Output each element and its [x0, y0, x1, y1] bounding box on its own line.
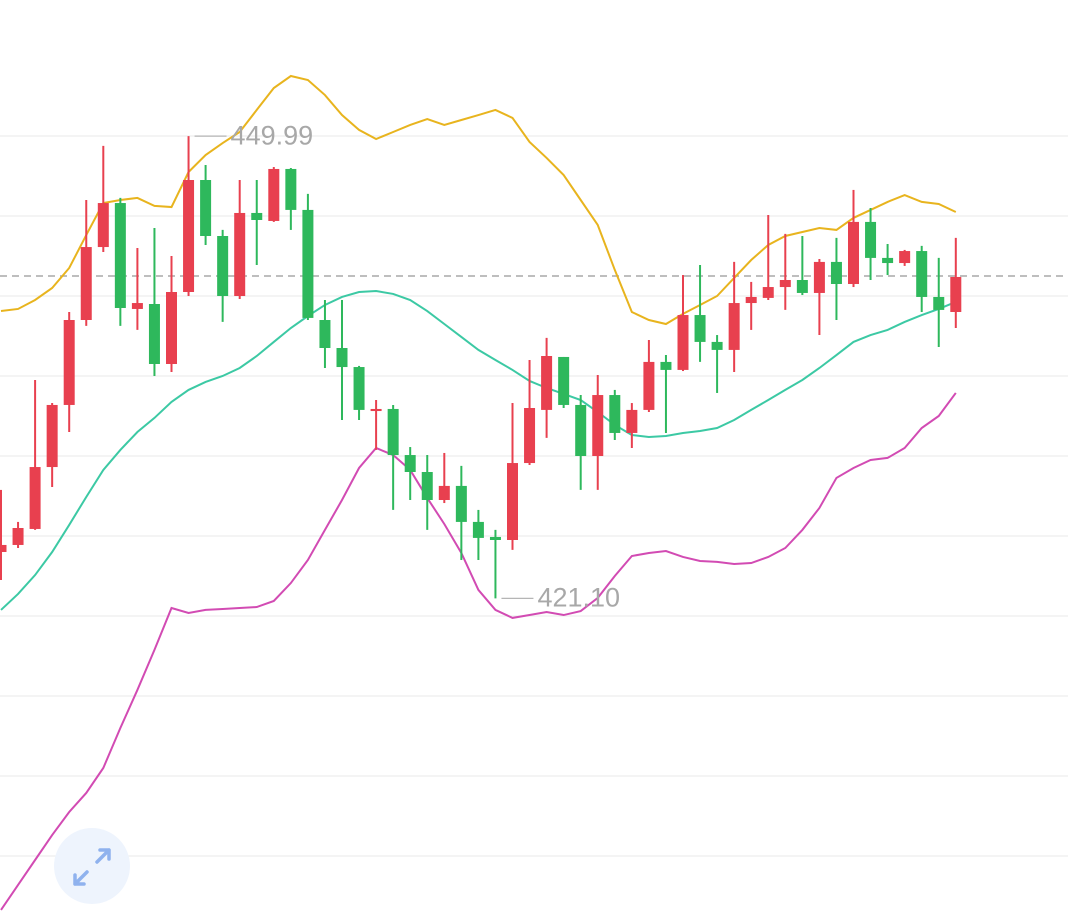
band-line [0, 290, 957, 611]
candle-body [813, 261, 825, 293]
candle-body [541, 356, 553, 410]
candle-body [166, 292, 177, 364]
candle-body [916, 251, 928, 297]
candle-body [114, 203, 126, 308]
band-line [0, 74, 957, 326]
candle-body [336, 348, 348, 368]
candle-body [387, 408, 399, 456]
candle-body [950, 276, 962, 312]
candle-body [12, 528, 24, 545]
candle-body [592, 395, 604, 456]
candle-body [472, 521, 484, 538]
candle-body [507, 463, 518, 540]
candle-body [882, 257, 894, 264]
band-line [0, 392, 957, 911]
candle-body [626, 409, 638, 433]
candle-body [848, 221, 859, 284]
candle-body [899, 251, 911, 264]
candle-body [131, 303, 143, 309]
candle-body [694, 315, 706, 342]
candle-body [370, 408, 382, 412]
candle-body [302, 209, 314, 318]
candle-body [779, 280, 791, 288]
candle-body [796, 280, 808, 293]
expand-button[interactable] [54, 828, 130, 904]
candle-body [558, 356, 570, 405]
candle-body [455, 485, 467, 522]
candle-body [575, 404, 587, 456]
candle-body [0, 544, 7, 552]
candle-body [933, 296, 945, 310]
candle-body [660, 361, 672, 370]
candle-body [29, 467, 41, 529]
candle-body [489, 536, 501, 540]
candle-body [80, 247, 92, 320]
candle-body [234, 212, 246, 296]
candle-body [404, 455, 416, 472]
candle-body [268, 168, 280, 221]
candle-body [745, 296, 757, 304]
candle-body [677, 315, 689, 370]
candle-body [285, 168, 297, 210]
expand-button-bg[interactable] [54, 828, 130, 904]
candle-body [97, 203, 109, 248]
candle-body [353, 367, 365, 410]
candle-body [200, 180, 212, 236]
candle-body [865, 221, 877, 258]
candle-body [524, 408, 536, 464]
candle-body [63, 320, 75, 405]
candle-body [251, 212, 263, 220]
candle-body [643, 361, 655, 410]
annotation-label: 449.99 [231, 120, 314, 150]
candles [0, 136, 962, 599]
annotation-label: 421.10 [537, 583, 620, 613]
annotations: 449.99 421.10 [194, 120, 620, 613]
bands [0, 74, 957, 911]
expand-icon [73, 848, 111, 886]
candle-body [438, 485, 450, 500]
candle-body [762, 287, 774, 298]
candle-body [830, 261, 842, 284]
candle-body [711, 341, 723, 350]
candle-body [319, 320, 331, 348]
grid [0, 135, 1068, 857]
candle-body [46, 404, 58, 468]
candle-body [728, 303, 740, 350]
candle-body [217, 236, 229, 296]
candle-body [183, 180, 195, 292]
candle-body [609, 395, 621, 433]
candle-body [421, 472, 433, 500]
candle-body [148, 304, 160, 364]
